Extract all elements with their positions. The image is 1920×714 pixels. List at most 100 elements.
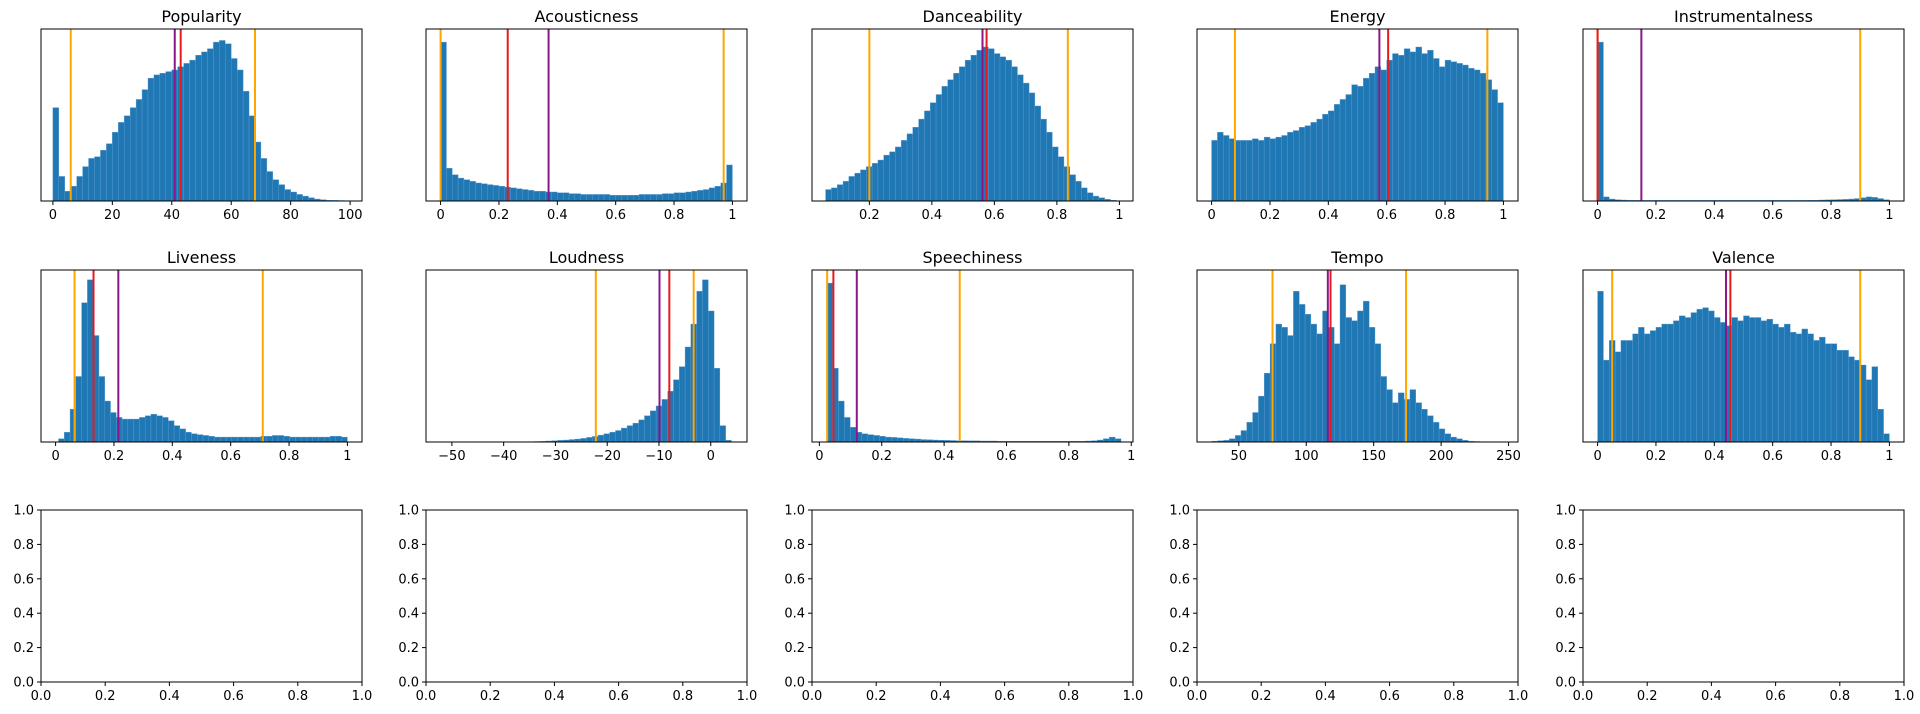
- y-tick-label: 0.2: [784, 641, 805, 656]
- histogram-bar: [1801, 328, 1808, 443]
- histogram-bar: [254, 436, 261, 443]
- histogram-bar: [87, 279, 94, 443]
- histogram-bar: [153, 74, 161, 202]
- histogram-bar: [626, 425, 634, 443]
- histogram-bar: [1363, 77, 1370, 202]
- x-tick-label: 0.6: [608, 689, 629, 704]
- histogram-bar: [306, 436, 313, 443]
- histogram-bar: [1398, 392, 1405, 443]
- histogram-bar: [1620, 340, 1627, 443]
- histogram-bar: [112, 131, 119, 202]
- y-tick-label: 0.4: [1169, 607, 1190, 622]
- x-tick-label: 0: [1207, 208, 1215, 223]
- histogram-bar: [272, 435, 279, 443]
- subplot-6: Liveness 0 0.2 0.4 0.6 0.8 1: [40, 248, 363, 464]
- histogram-bar: [1386, 389, 1393, 443]
- histogram-bar: [446, 168, 453, 202]
- histogram-bar: [290, 191, 297, 202]
- histogram-bar: [650, 194, 657, 202]
- x-tick-label: 0.4: [162, 449, 183, 464]
- histogram-bar: [196, 434, 204, 443]
- x-tick-label: 1: [1499, 208, 1507, 223]
- histogram-bar: [1380, 376, 1387, 443]
- y-tick-label: 0.4: [13, 607, 34, 622]
- x-tick-label: −30: [542, 449, 569, 464]
- y-tick-label: 0.8: [13, 538, 34, 553]
- y-tick-label: 0.2: [13, 641, 34, 656]
- histogram-bar: [1005, 59, 1012, 202]
- histogram-bar: [318, 436, 325, 443]
- histogram-bar: [329, 436, 337, 443]
- histogram-bar: [156, 415, 163, 443]
- histogram-bar: [702, 279, 709, 443]
- histogram-bar: [673, 379, 680, 443]
- axes-frame: [1196, 509, 1519, 683]
- x-tick-label: 0.2: [489, 208, 510, 223]
- histogram-bar: [283, 436, 290, 443]
- x-tick-label: 0.8: [1435, 208, 1456, 223]
- histogram-bar: [935, 94, 943, 202]
- histogram-bar: [1737, 320, 1744, 443]
- x-tick-label: 80: [282, 208, 299, 223]
- histogram-bar: [1293, 291, 1300, 443]
- x-tick-label: 0.2: [1646, 449, 1667, 464]
- histogram-bar: [1795, 333, 1803, 443]
- x-tick-label: 0.8: [1059, 449, 1080, 464]
- x-tick-label: −50: [438, 449, 465, 464]
- histogram-bar: [679, 192, 686, 202]
- histogram-bar: [1275, 136, 1282, 202]
- histogram-bar: [475, 182, 482, 202]
- histogram-bar: [1252, 138, 1259, 202]
- x-tick-label: 0.2: [1646, 208, 1667, 223]
- histogram-bar: [831, 187, 838, 202]
- histogram-bar: [603, 194, 611, 202]
- histogram-bar: [133, 418, 140, 443]
- histogram-bar: [76, 176, 83, 202]
- x-tick-label: 1: [728, 208, 736, 223]
- x-tick-label: 0.0: [802, 689, 823, 704]
- histogram-bar: [988, 48, 995, 202]
- histogram-bar: [842, 181, 850, 202]
- histogram-bar: [930, 102, 937, 202]
- x-tick-label: 0: [436, 208, 444, 223]
- histogram-bar: [1345, 317, 1352, 443]
- x-tick-label: 0.2: [1637, 689, 1658, 704]
- histogram-bar: [1351, 84, 1358, 202]
- histogram-bar: [88, 158, 95, 202]
- axes-frame: [40, 509, 363, 683]
- x-tick-label: 0.0: [1187, 689, 1208, 704]
- axes-frame: [425, 28, 748, 202]
- histogram-bar: [58, 176, 65, 202]
- x-tick-label: 0.4: [922, 208, 943, 223]
- histogram-bar: [713, 368, 721, 443]
- histogram-bar: [1240, 140, 1247, 202]
- histogram-bar: [189, 59, 196, 202]
- histogram-bar: [1052, 146, 1059, 202]
- histogram-bar: [1240, 430, 1247, 443]
- histogram-bar: [597, 194, 605, 202]
- axes-frame: [1196, 269, 1519, 443]
- y-tick-label: 1.0: [1555, 504, 1576, 519]
- histogram-bar: [214, 436, 221, 443]
- y-tick-label: 0.6: [1555, 572, 1576, 587]
- histogram-bar: [885, 436, 892, 443]
- x-tick-label: 0: [51, 449, 59, 464]
- x-tick-label: 0.8: [279, 449, 300, 464]
- histogram-bar: [1883, 433, 1890, 443]
- histogram-bar: [300, 436, 308, 443]
- histogram-bar: [662, 193, 669, 202]
- x-tick-label: 0: [49, 208, 57, 223]
- y-tick-label: 0.0: [784, 676, 805, 691]
- histogram-bar: [1322, 113, 1329, 202]
- histogram-bar: [568, 193, 576, 202]
- histogram-bar: [1028, 92, 1036, 202]
- x-tick-label: 0.6: [1379, 689, 1400, 704]
- histogram-bar: [144, 415, 152, 443]
- x-tick-label: 0: [707, 449, 715, 464]
- x-tick-label: 0.8: [1058, 689, 1079, 704]
- x-tick-label: −10: [645, 449, 672, 464]
- histogram-bar: [1374, 343, 1382, 443]
- histogram-bar: [1848, 356, 1855, 443]
- histogram-bar: [708, 187, 716, 202]
